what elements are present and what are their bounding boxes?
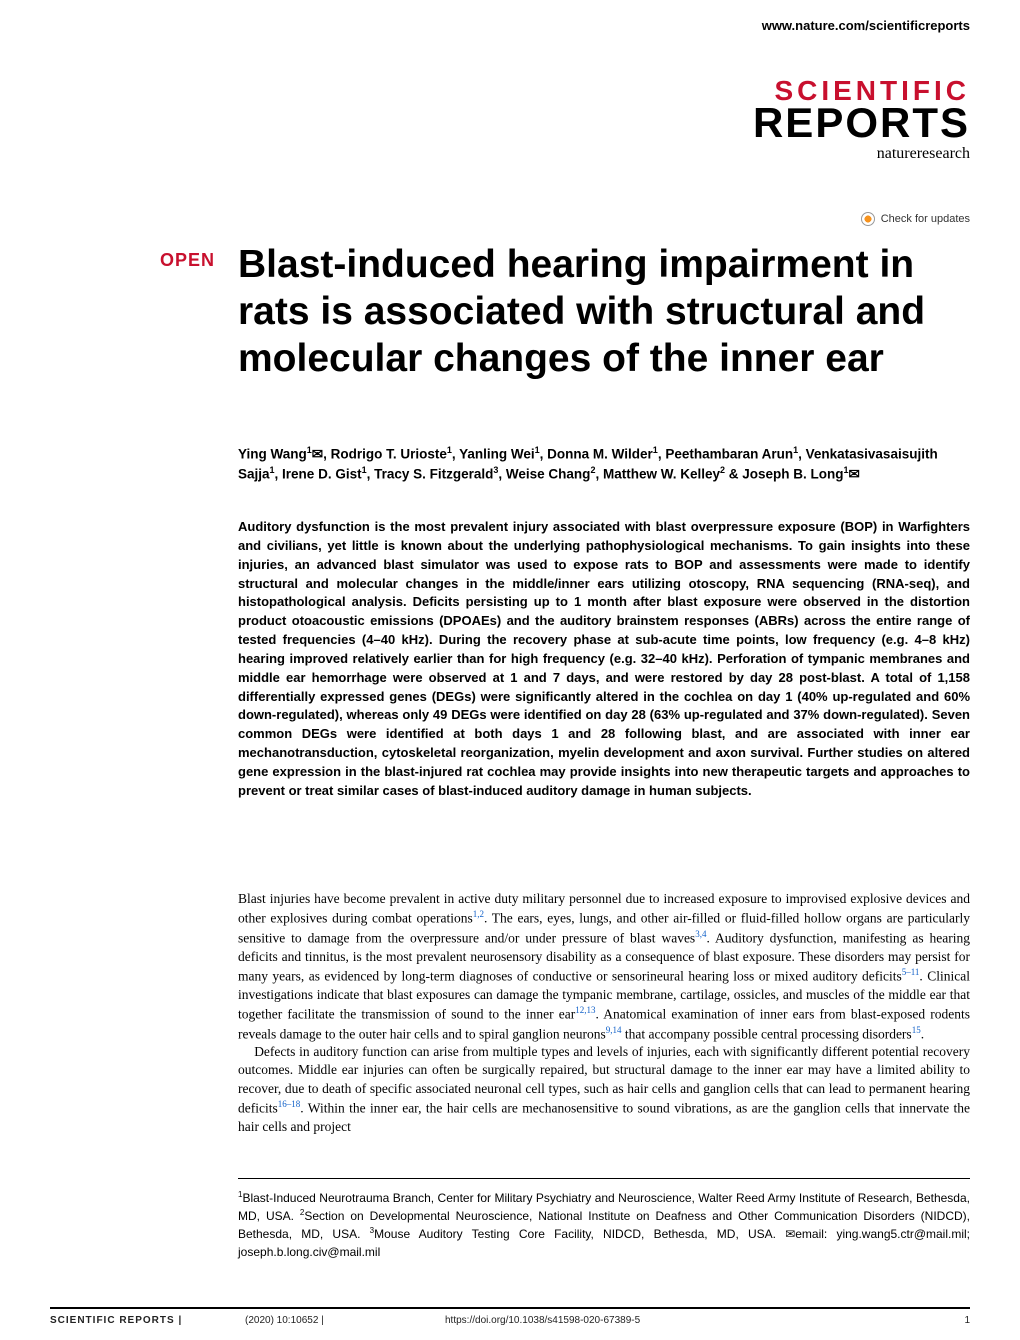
footer-journal: SCIENTIFIC REPORTS | — [50, 1315, 245, 1326]
body-paragraph-2: Defects in auditory function can arise f… — [238, 1043, 970, 1136]
body-paragraph-1: Blast injuries have become prevalent in … — [238, 890, 970, 1043]
affiliations: 1Blast-Induced Neurotrauma Branch, Cente… — [238, 1178, 970, 1261]
article-title: Blast-induced hearing impairment in rats… — [238, 242, 970, 382]
logo-line2: REPORTS — [753, 103, 970, 143]
footer-doi[interactable]: https://doi.org/10.1038/s41598-020-67389… — [445, 1315, 964, 1326]
footer-page-number: 1 — [964, 1315, 970, 1326]
abstract-text: Auditory dysfunction is the most prevale… — [238, 518, 970, 801]
check-updates-icon — [861, 212, 875, 226]
logo-subline: natureresearch — [753, 145, 970, 163]
journal-logo: SCIENTIFIC REPORTS natureresearch — [753, 78, 970, 163]
check-updates-link[interactable]: Check for updates — [861, 212, 970, 226]
footer-citation: (2020) 10:10652 | — [245, 1315, 445, 1326]
author-list: Ying Wang1✉, Rodrigo T. Urioste1, Yanlin… — [238, 444, 970, 484]
check-updates-label: Check for updates — [881, 213, 970, 225]
body-text: Blast injuries have become prevalent in … — [238, 890, 970, 1136]
page-footer: SCIENTIFIC REPORTS | (2020) 10:10652 | h… — [50, 1307, 970, 1326]
journal-url: www.nature.com/scientificreports — [762, 18, 970, 33]
open-access-badge: OPEN — [160, 250, 215, 271]
